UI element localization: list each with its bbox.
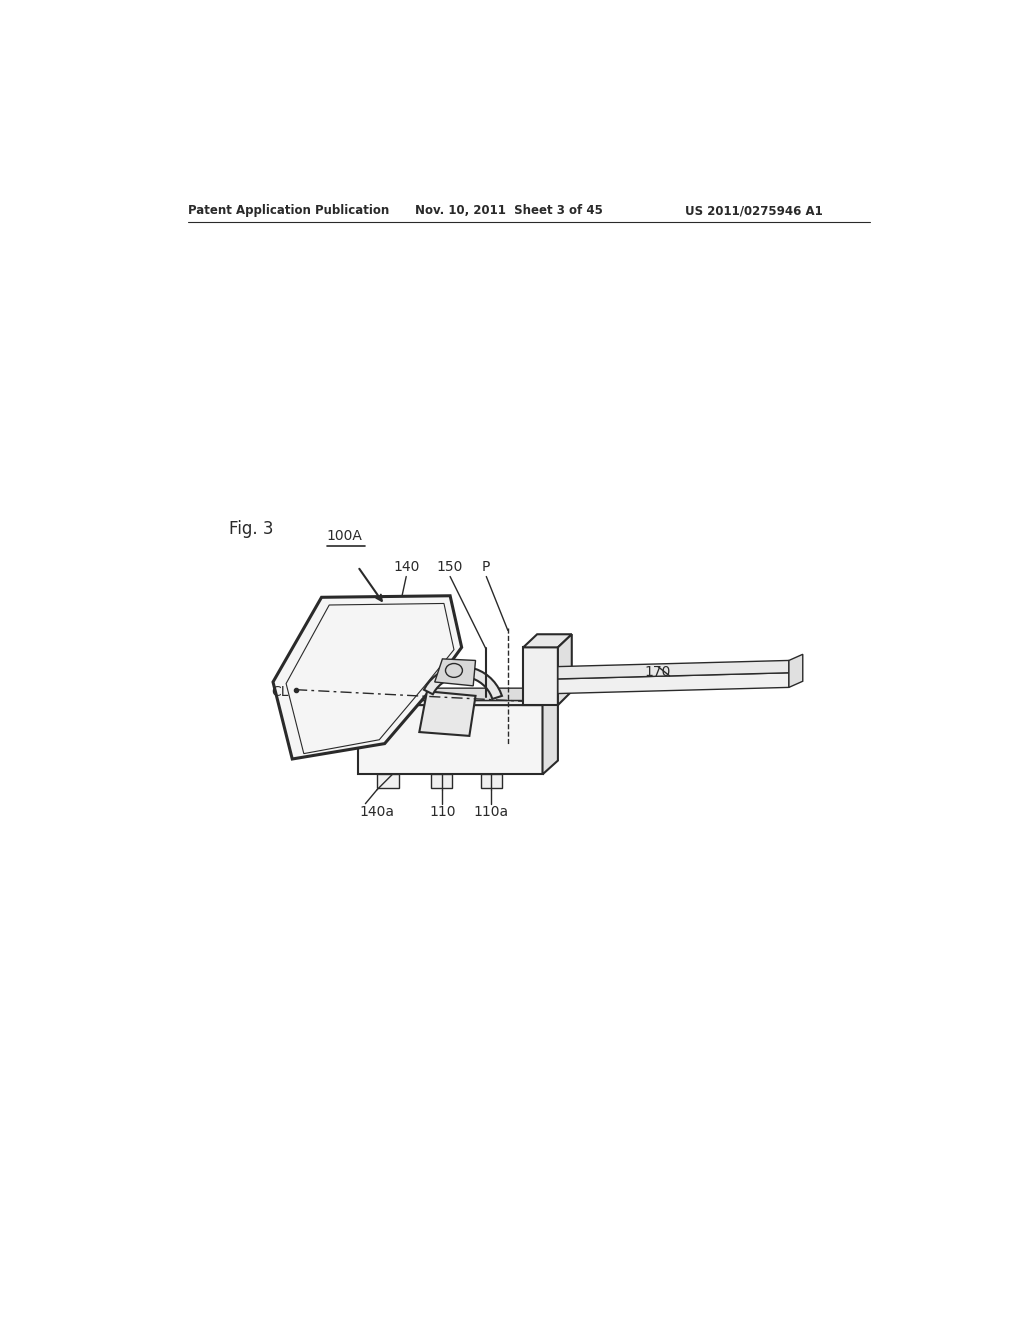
Text: Fig. 3: Fig. 3 (229, 520, 273, 539)
Text: Patent Application Publication: Patent Application Publication (188, 205, 389, 218)
Polygon shape (431, 775, 453, 788)
Text: 140a: 140a (359, 805, 394, 820)
Polygon shape (419, 692, 475, 737)
Text: 100A: 100A (327, 529, 362, 544)
Polygon shape (377, 775, 398, 788)
Polygon shape (558, 635, 571, 705)
Text: 150: 150 (437, 560, 463, 574)
Text: 110: 110 (429, 805, 456, 820)
Polygon shape (373, 688, 556, 701)
Polygon shape (558, 673, 788, 693)
Polygon shape (481, 775, 503, 788)
Text: CL: CL (271, 685, 289, 700)
Polygon shape (543, 692, 558, 775)
Polygon shape (273, 595, 462, 759)
Text: 170: 170 (645, 665, 671, 678)
Text: 110a: 110a (473, 805, 509, 820)
Polygon shape (435, 659, 475, 686)
Polygon shape (523, 635, 571, 647)
Polygon shape (788, 655, 803, 688)
Text: 140: 140 (393, 560, 420, 574)
Polygon shape (424, 667, 502, 700)
Polygon shape (558, 660, 788, 678)
Text: Nov. 10, 2011  Sheet 3 of 45: Nov. 10, 2011 Sheet 3 of 45 (416, 205, 603, 218)
Text: US 2011/0275946 A1: US 2011/0275946 A1 (685, 205, 822, 218)
Text: P: P (482, 560, 490, 574)
Polygon shape (357, 705, 543, 775)
Polygon shape (357, 692, 558, 705)
Polygon shape (373, 692, 543, 701)
Polygon shape (523, 647, 558, 705)
